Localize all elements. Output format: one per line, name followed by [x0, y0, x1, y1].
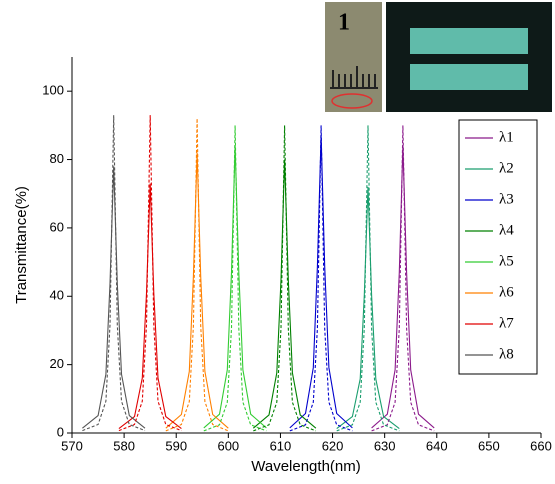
highlight-ellipse: [331, 93, 373, 109]
x-tick-label: 570: [61, 438, 83, 453]
legend-label: λ5: [499, 253, 514, 269]
x-tick-label: 580: [113, 438, 135, 453]
x-tick-label: 610: [270, 438, 292, 453]
series-line: [371, 145, 435, 429]
legend-label: λ1: [499, 129, 514, 145]
x-tick-label: 590: [165, 438, 187, 453]
inset-label: 1: [338, 10, 350, 36]
x-axis-title: Wavelength(nm): [251, 458, 360, 475]
series-line: [165, 152, 229, 429]
legend-label: λ2: [499, 160, 514, 176]
series-line: [253, 125, 317, 432]
series-line: [203, 145, 267, 429]
inset-photos: [325, 2, 552, 112]
x-tick-label: 620: [322, 438, 344, 453]
pattern-row: [410, 28, 528, 54]
series-line: [203, 125, 267, 432]
series-line: [118, 183, 182, 430]
y-tick-label: 100: [42, 83, 64, 98]
pattern-row: [410, 64, 528, 90]
legend-label: λ8: [499, 346, 514, 362]
legend-label: λ3: [499, 191, 514, 207]
x-tick-label: 630: [374, 438, 396, 453]
x-tick-label: 640: [426, 438, 448, 453]
x-tick-label: 600: [217, 438, 239, 453]
y-axis-title: Transmittance(%): [13, 186, 30, 304]
legend-label: λ6: [499, 284, 514, 300]
legend-box: [458, 119, 538, 375]
y-tick-label: 20: [50, 356, 64, 371]
series-line: [336, 125, 400, 432]
series-line: [82, 166, 146, 429]
legend-label: λ4: [499, 222, 514, 238]
series-line: [289, 125, 353, 432]
y-tick-label: 40: [50, 288, 64, 303]
legend-label: λ7: [499, 315, 514, 331]
y-tick-label: 0: [57, 424, 64, 439]
x-tick-label: 650: [478, 438, 500, 453]
series-line: [336, 186, 400, 430]
inset-pattern-photo: [386, 2, 552, 112]
y-tick-label: 60: [50, 219, 64, 234]
series-line: [82, 115, 146, 432]
series-line: [371, 125, 435, 432]
series-line: [118, 115, 182, 432]
ruler-marks: [330, 66, 378, 89]
y-tick-label: 80: [50, 151, 64, 166]
inset-ruler-photo: [325, 2, 382, 112]
x-tick-label: 660: [530, 438, 552, 453]
series-line: [289, 135, 353, 429]
series-line: [252, 159, 317, 429]
